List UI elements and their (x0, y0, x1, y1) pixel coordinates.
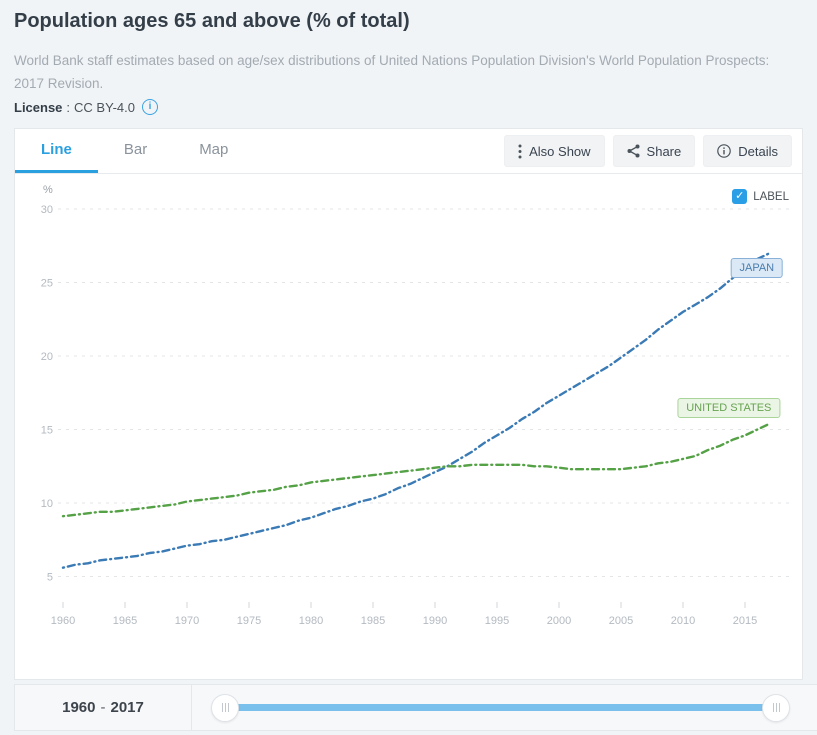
slider-handle-start[interactable] (211, 693, 239, 722)
svg-text:20: 20 (41, 351, 53, 363)
page-description: World Bank staff estimates based on age/… (14, 53, 770, 91)
svg-text:1995: 1995 (485, 615, 509, 627)
svg-text:1985: 1985 (361, 615, 385, 627)
svg-text:2005: 2005 (609, 615, 633, 627)
tab-bar[interactable]: Bar (123, 141, 148, 158)
also-show-button[interactable]: Also Show (504, 135, 605, 167)
svg-text:1960: 1960 (51, 615, 75, 627)
year-range-footer: 1960 - 2017 (14, 684, 817, 731)
tab-map[interactable]: Map (199, 141, 229, 158)
svg-text:30: 30 (41, 204, 53, 216)
y-axis-unit-label: % (43, 184, 53, 196)
label-toggle-text: LABEL (753, 190, 789, 203)
line-chart: % 5 10 15 20 25 30 1960 1965 1970 1975 1980 1985 199… (15, 174, 802, 681)
slider-cell (192, 685, 817, 730)
page-header: Population ages 65 and above (% of total… (0, 0, 817, 115)
chart-panel: Line Bar Map Also Show Share Details (14, 128, 803, 680)
svg-text:5: 5 (47, 572, 53, 584)
chart-type-tabbar: Line Bar Map Also Show Share Details (15, 129, 802, 174)
range-end: 2017 (110, 699, 144, 716)
share-button[interactable]: Share (612, 135, 696, 167)
svg-text:2010: 2010 (671, 615, 695, 627)
page-title: Population ages 65 and above (% of total… (14, 10, 410, 32)
tab-line[interactable]: Line (15, 129, 98, 173)
svg-text:15: 15 (41, 425, 53, 437)
license-separator: : (66, 99, 71, 115)
toolbar: Also Show Share Details (504, 129, 802, 173)
year-range-slider[interactable] (211, 693, 790, 722)
info-circle-icon (717, 144, 732, 158)
year-range-readout: 1960 - 2017 (15, 685, 192, 730)
series-label-japan[interactable]: JAPAN (730, 258, 784, 279)
svg-text:1980: 1980 (299, 615, 323, 627)
svg-text:1990: 1990 (423, 615, 447, 627)
svg-text:1975: 1975 (237, 615, 261, 627)
series-label-united-states[interactable]: UNITED STATES (677, 397, 781, 418)
details-button[interactable]: Details (703, 135, 792, 167)
svg-text:2000: 2000 (547, 615, 571, 627)
license-line: License : CC BY-4.0 i (14, 99, 797, 115)
license-value: CC BY-4.0 (74, 99, 135, 115)
label-checkbox-checked[interactable]: ✓ (732, 189, 748, 204)
details-label: Details (738, 143, 778, 159)
slider-selected-range[interactable] (224, 704, 777, 711)
license-info-icon[interactable]: i (141, 99, 158, 115)
svg-text:25: 25 (41, 278, 53, 290)
svg-text:1965: 1965 (113, 615, 137, 627)
slider-handle-end[interactable] (762, 693, 790, 722)
also-show-label: Also Show (529, 143, 591, 159)
kebab-menu-icon (518, 144, 522, 159)
range-start: 1960 (62, 699, 96, 716)
svg-text:1970: 1970 (175, 615, 199, 627)
svg-text:10: 10 (41, 498, 53, 510)
share-icon (627, 144, 640, 158)
chart-plot-area[interactable]: 5 10 15 20 25 30 1960 1965 1970 1975 1980 1985 1990 1… (15, 174, 802, 644)
label-toggle[interactable]: ✓ LABEL (732, 189, 789, 204)
share-label: Share (646, 143, 682, 159)
license-label: License (14, 99, 63, 115)
range-separator: - (100, 699, 106, 716)
svg-text:2015: 2015 (733, 615, 757, 627)
